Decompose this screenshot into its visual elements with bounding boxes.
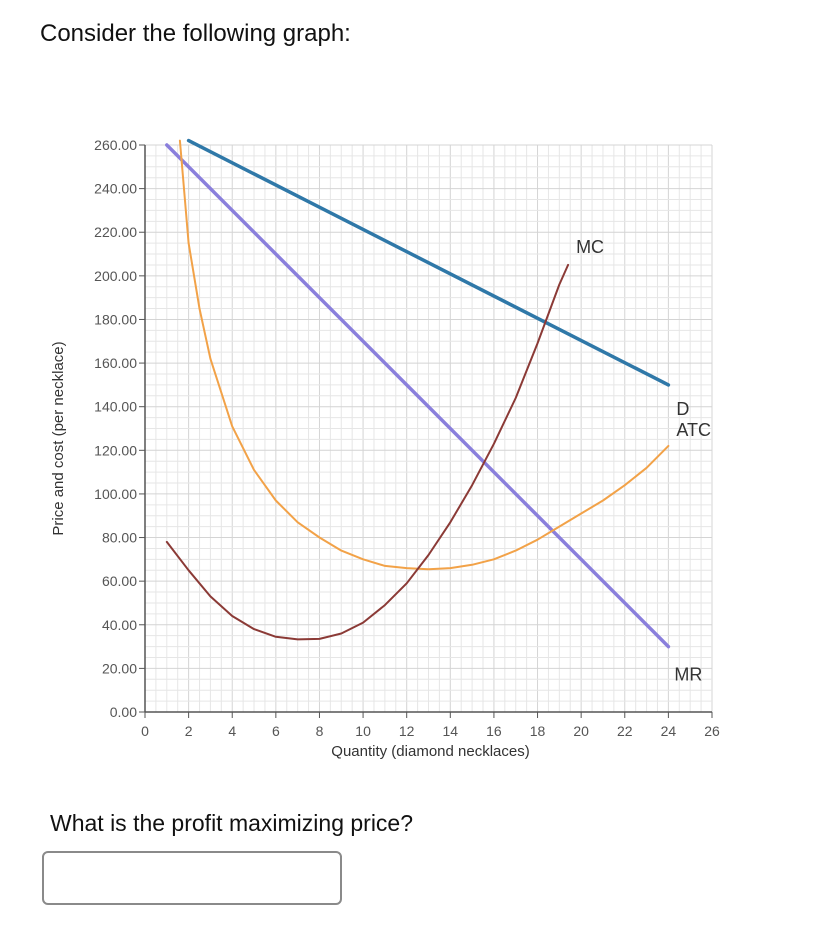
y-tick-label: 260.00 [94,137,137,153]
x-tick-label: 16 [486,723,502,739]
y-tick-label: 120.00 [94,442,137,458]
label-atc: ATC [676,420,711,440]
question-text: What is the profit maximizing price? [50,810,414,836]
y-tick-label: 40.00 [102,617,137,633]
x-axis-label: Quantity (diamond necklaces) [331,743,529,760]
y-tick-label: 20.00 [102,660,137,676]
x-tick-label: 24 [661,723,677,739]
label-mr: MR [674,665,702,685]
label-d: D [676,399,689,419]
chart-curves [165,138,671,649]
answer-input[interactable] [42,851,342,905]
x-tick-label: 8 [316,723,324,739]
x-tick-label: 18 [530,723,546,739]
x-tick-label: 26 [704,723,720,739]
x-tick-label: 0 [141,723,149,739]
y-tick-label: 200.00 [94,268,137,284]
x-tick-label: 6 [272,723,280,739]
x-tick-label: 22 [617,723,633,739]
curve-mc [165,263,570,641]
y-tick-label: 160.00 [94,355,137,371]
x-tick-label: 20 [573,723,589,739]
chart-axes: 0 2 4 6 8 10 12 14 16 18 20 22 24 260.0020.0040.0060.… [94,137,720,739]
y-tick-label: 100.00 [94,486,137,502]
y-tick-label: 60.00 [102,573,137,589]
curve-d [186,138,671,387]
y-tick-label: 80.00 [102,530,137,546]
x-tick-label: 4 [228,723,236,739]
x-tick-label: 2 [185,723,193,739]
chart: 0 2 4 6 8 10 12 14 16 18 20 22 24 260.0020.0040.0060.… [50,137,720,760]
x-tick-label: 10 [355,723,371,739]
curve-atc [178,139,670,571]
chart-labels: Quantity (diamond necklaces) Price and co… [50,237,711,760]
y-tick-label: 240.00 [94,181,137,197]
y-tick-label: 140.00 [94,399,137,415]
y-tick-label: 220.00 [94,224,137,240]
label-mc: MC [576,237,604,257]
y-tick-label: 180.00 [94,311,137,327]
x-tick-label: 12 [399,723,415,739]
curve-mr [165,143,671,649]
y-tick-label: 0.00 [110,704,137,720]
x-tick-label: 14 [443,723,459,739]
y-axis-label: Price and cost (per necklace) [50,341,67,535]
intro-text: Consider the following graph: [40,20,351,47]
chart-grid [144,144,713,713]
